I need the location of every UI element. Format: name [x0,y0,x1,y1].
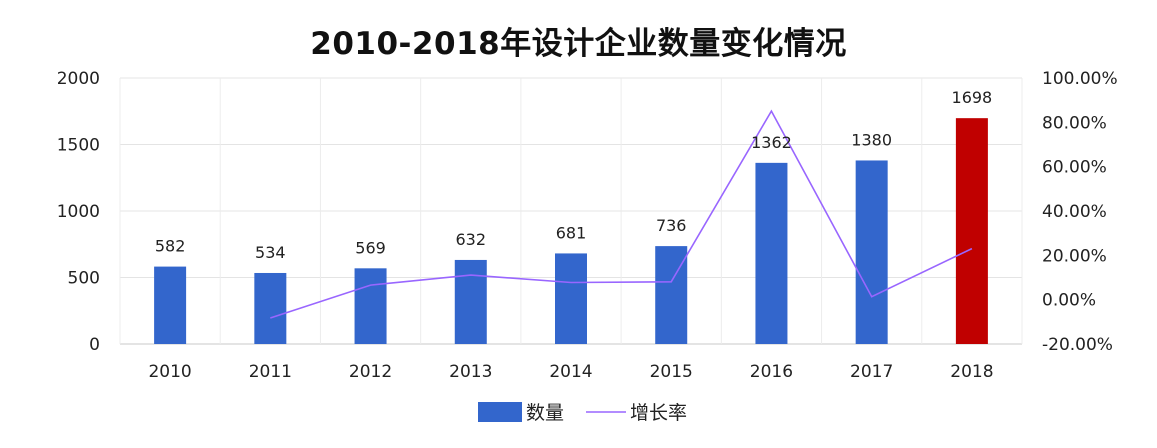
bar [454,259,487,344]
y-right-tick-label: 100.00% [1042,69,1118,89]
bar [354,268,387,344]
legend-swatch-bar [478,402,522,422]
y-left-tick-label: 500 [68,269,100,289]
x-tick-label: 2018 [950,362,993,382]
x-tick-label: 2016 [750,362,793,382]
growth-rate-line [270,109,973,319]
y-right-tick-label: 40.00% [1042,202,1107,222]
y-left-tick-label: 0 [89,335,100,355]
x-tick-label: 2011 [249,362,292,382]
x-tick-label: 2014 [549,362,592,382]
x-tick-label: 2010 [148,362,191,382]
bar [655,246,688,344]
y-right-tick-label: 80.00% [1042,113,1107,133]
bar-data-label: 1698 [952,88,993,107]
y-left-tick-label: 1500 [57,136,100,156]
x-tick-label: 2015 [650,362,693,382]
legend-label-bar: 数量 [526,402,564,424]
bar [955,118,988,344]
y-left-tick-label: 1000 [57,202,100,222]
y-right-tick-label: 20.00% [1042,246,1107,266]
chart-title: 2010-2018年设计企业数量变化情况 [310,26,847,62]
bar-data-label: 582 [155,237,186,256]
x-tick-label: 2012 [349,362,392,382]
y-right-tick-label: -20.00% [1042,335,1113,355]
y-left-tick-label: 2000 [57,69,100,89]
x-tick-label: 2013 [449,362,492,382]
bar-data-label: 534 [255,243,286,262]
bar-data-label: 736 [656,216,687,235]
bar-data-label: 1362 [751,133,792,152]
bar [755,162,788,344]
bar-data-label: 569 [355,238,386,257]
bar-data-label: 632 [456,230,487,249]
y-right-tick-label: 60.00% [1042,158,1107,178]
bar [855,160,888,344]
bar [555,253,587,344]
bar-data-label: 1380 [851,130,892,149]
y-right-tick-label: 0.00% [1042,291,1096,311]
x-tick-label: 2017 [850,362,893,382]
legend-label-line: 增长率 [630,402,687,424]
bar [154,266,187,344]
bar [254,272,287,344]
bar-data-label: 681 [556,223,587,242]
